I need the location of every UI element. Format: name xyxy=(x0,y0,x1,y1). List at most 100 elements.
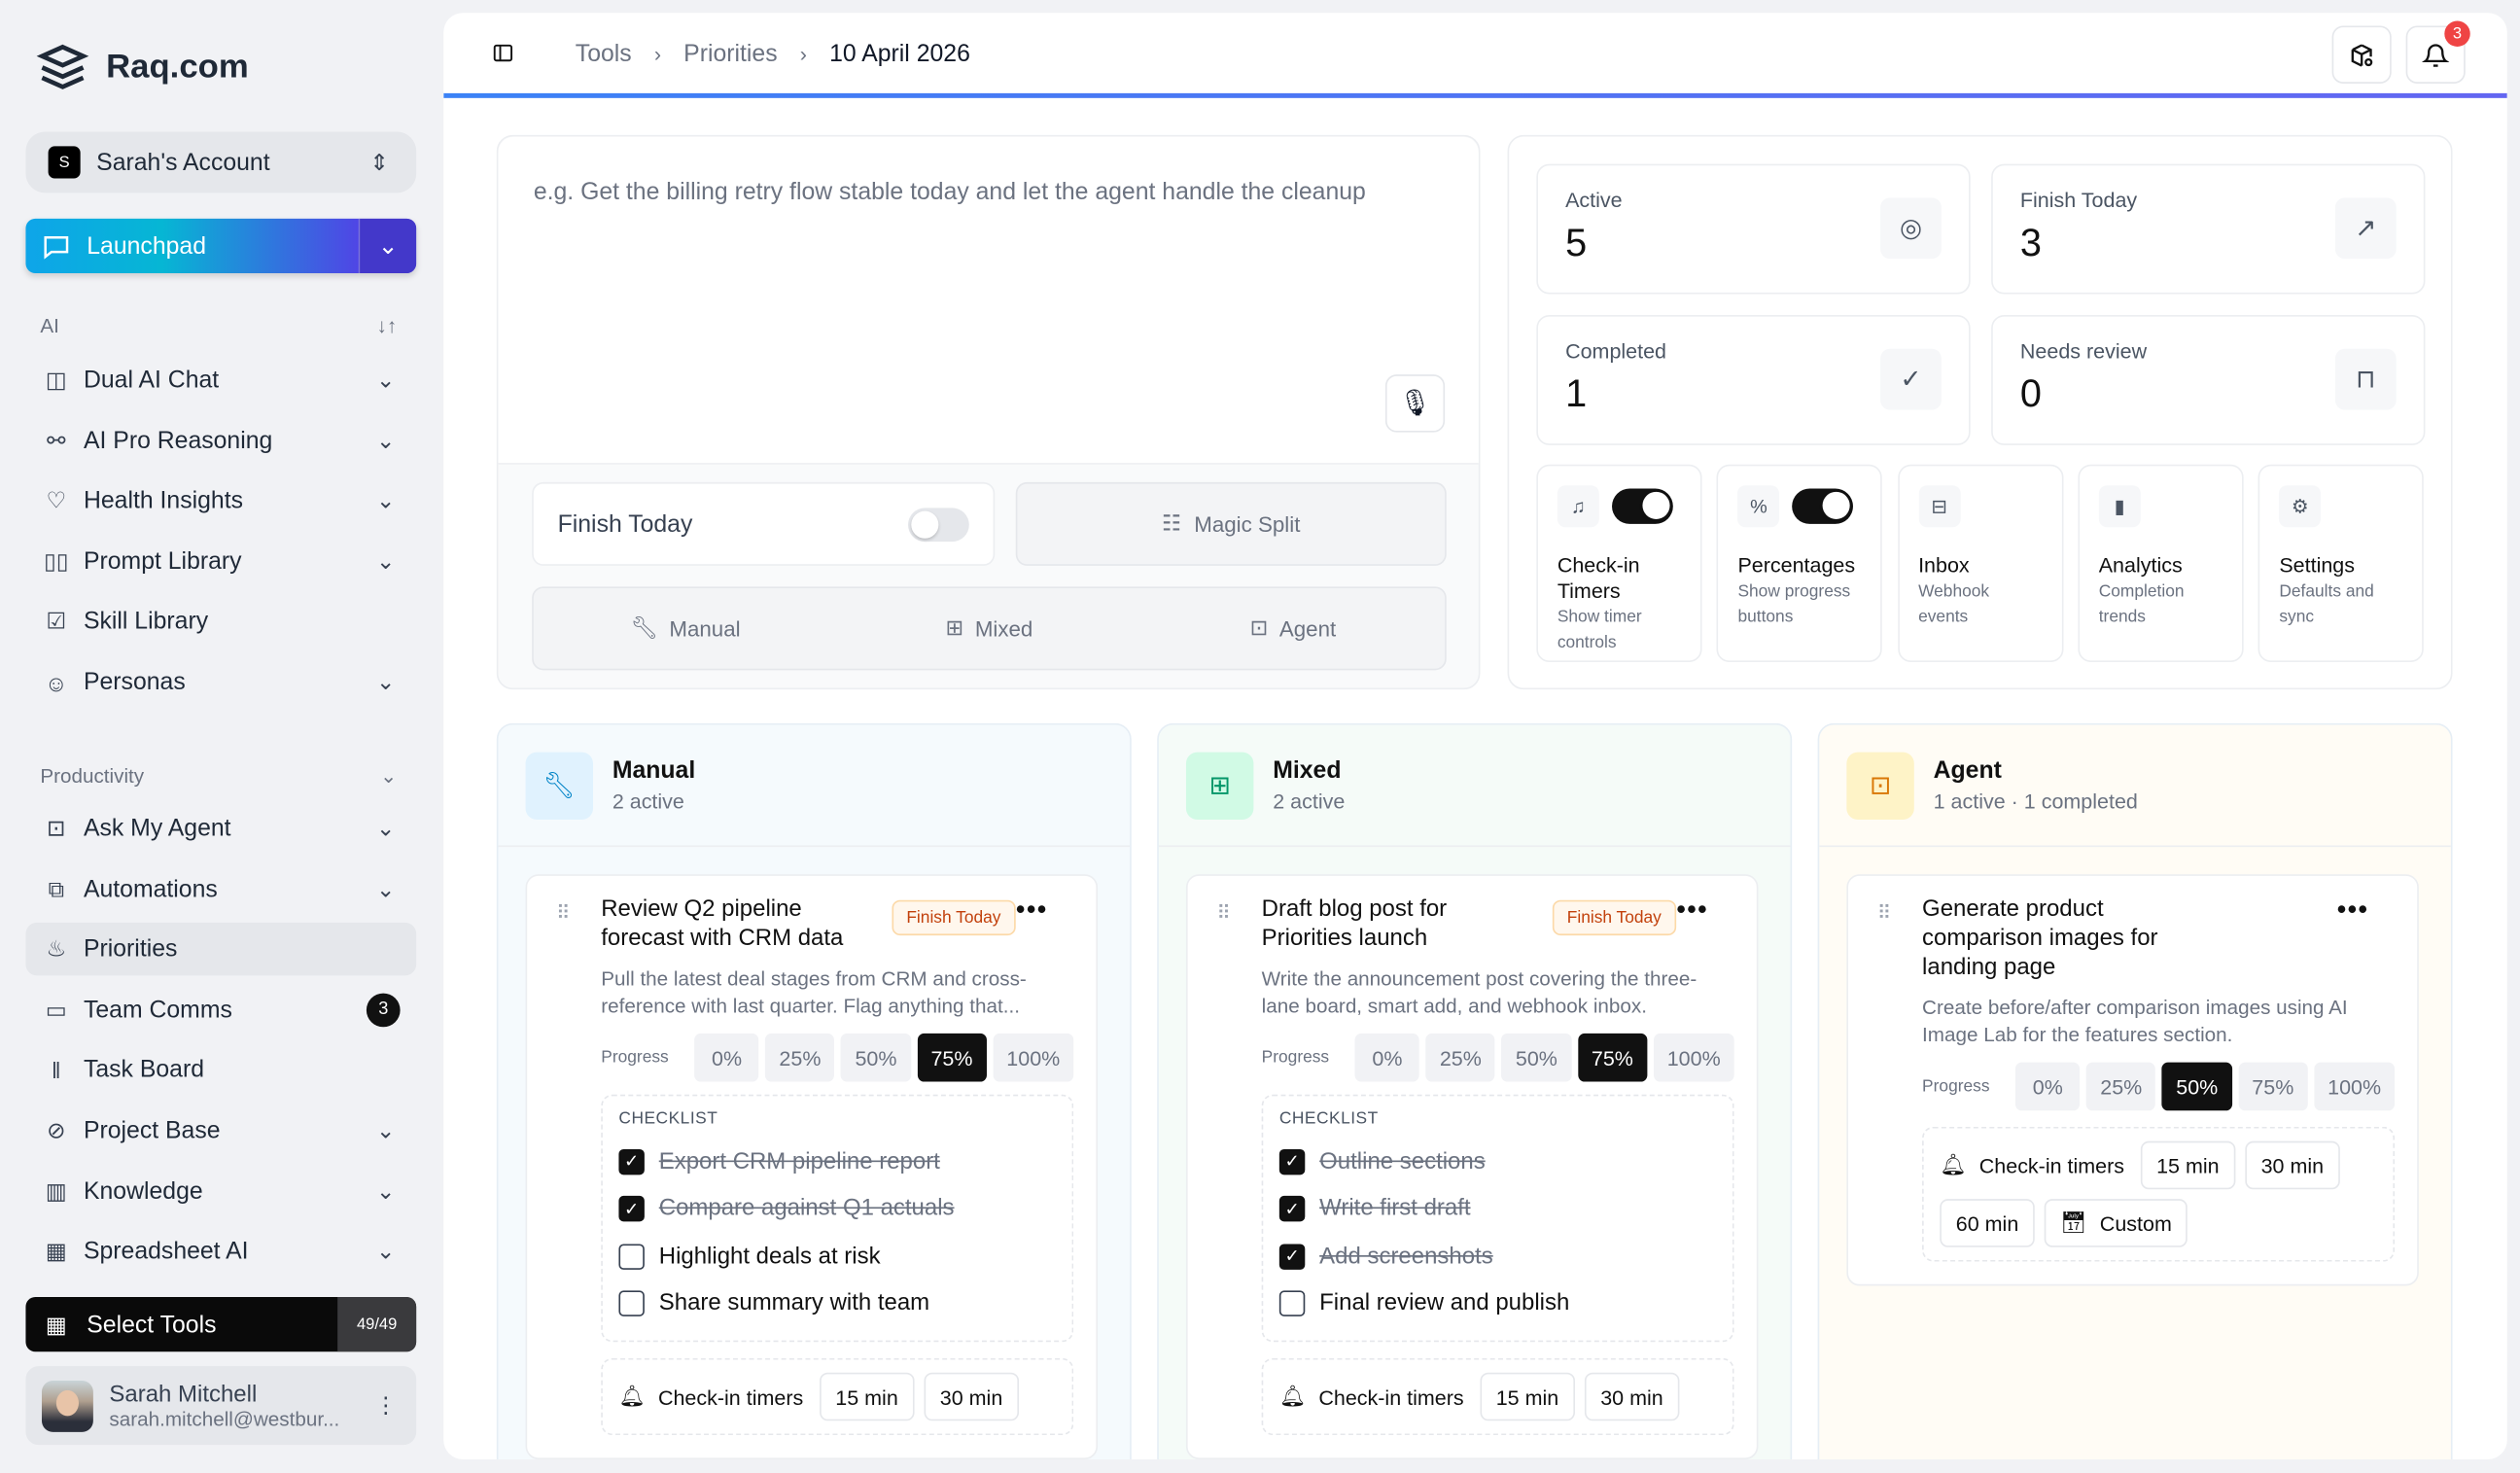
chevron-down-icon[interactable]: ⌄ xyxy=(376,547,396,574)
feature-settings[interactable]: ⚙ Settings Defaults and sync xyxy=(2258,464,2425,663)
timer-option[interactable]: 15 min xyxy=(819,1372,915,1421)
timer-option[interactable]: 60 min xyxy=(1940,1199,2035,1247)
timer-option[interactable]: 15 min xyxy=(1480,1372,1575,1421)
more-horizontal-icon[interactable]: ••• xyxy=(1016,896,1048,925)
chevron-down-icon[interactable]: ⌄ xyxy=(376,875,396,901)
progress-option-25[interactable]: 25% xyxy=(1425,1033,1496,1082)
notifications-button[interactable]: 3 xyxy=(2405,20,2470,84)
progress-option-75[interactable]: 75% xyxy=(917,1033,987,1082)
timer-option[interactable]: 30 min xyxy=(1584,1372,1680,1421)
sidebar-item-prompt-library[interactable]: ▯▯ Prompt Library ⌄ xyxy=(25,535,416,588)
breadcrumb-tools[interactable]: Tools xyxy=(575,39,632,67)
finish-today-toggle[interactable] xyxy=(907,507,969,542)
sidebar-item-task-board[interactable]: ‖ Task Board xyxy=(25,1043,416,1097)
feature-check-in-timers[interactable]: ♫ Check-in Timers Show timer controls xyxy=(1536,464,1702,663)
mode-mixed[interactable]: ⊞ Mixed xyxy=(837,588,1140,669)
package-search-button[interactable] xyxy=(2331,25,2392,84)
magic-split-button[interactable]: ☷ Magic Split xyxy=(1015,481,1447,566)
more-horizontal-icon[interactable]: ••• xyxy=(1676,896,1709,925)
progress-option-100[interactable]: 100% xyxy=(1653,1033,1734,1082)
progress-option-0[interactable]: 0% xyxy=(694,1033,759,1082)
checkbox[interactable] xyxy=(1278,1290,1306,1317)
checklist-item[interactable]: ✓ Write first draft xyxy=(1278,1185,1717,1233)
task-card[interactable]: ⠿ Draft blog post for Priorities launch Fi… xyxy=(1185,874,1759,1459)
checklist-item[interactable]: ✓ Add screenshots xyxy=(1278,1233,1717,1280)
chevron-down-icon[interactable]: ⌄ xyxy=(376,1177,396,1204)
sidebar-item-health-insights[interactable]: ♡ Health Insights ⌄ xyxy=(25,474,416,528)
timer-option[interactable]: 30 min xyxy=(2245,1140,2340,1190)
sidebar-item-dual-ai-chat[interactable]: ◫ Dual AI Chat ⌄ xyxy=(25,354,416,407)
user-profile[interactable]: Sarah Mitchell sarah.mitchell@westbur... … xyxy=(25,1366,417,1446)
launchpad-dropdown[interactable]: ⌄ xyxy=(358,218,417,274)
checkbox[interactable]: ✓ xyxy=(1278,1244,1306,1270)
sidebar-item-skill-library[interactable]: ☑ Skill Library xyxy=(25,595,416,649)
launchpad-button[interactable]: Launchpad ⌄ xyxy=(25,218,417,274)
feature-percentages[interactable]: % Percentages Show progress buttons xyxy=(1716,464,1883,663)
more-horizontal-icon[interactable]: ••• xyxy=(2336,896,2369,925)
task-card[interactable]: ⠿ Review Q2 pipeline forecast with CRM da… xyxy=(525,874,1099,1459)
feature-toggle[interactable] xyxy=(1792,488,1854,524)
microphone-button[interactable]: 🎙︎ xyxy=(1384,374,1446,433)
progress-option-50[interactable]: 50% xyxy=(2162,1062,2232,1111)
checklist-item[interactable]: Highlight deals at risk xyxy=(618,1233,1056,1280)
progress-option-75[interactable]: 75% xyxy=(2238,1062,2308,1111)
mode-manual[interactable]: 🔧︎ Manual xyxy=(534,588,837,669)
chevron-down-icon[interactable]: ⌄ xyxy=(376,1238,396,1264)
sidebar-toggle-icon[interactable] xyxy=(489,39,518,68)
checklist-item[interactable]: ✓ Outline sections xyxy=(1278,1138,1717,1185)
drag-handle-icon[interactable]: ⠿ xyxy=(1216,901,1230,925)
progress-option-50[interactable]: 50% xyxy=(1501,1033,1572,1082)
checkbox[interactable]: ✓ xyxy=(618,1148,645,1175)
feature-toggle[interactable] xyxy=(1612,488,1673,524)
chevron-down-icon[interactable]: ⌄ xyxy=(376,487,396,513)
progress-option-0[interactable]: 0% xyxy=(1354,1033,1420,1082)
checkbox[interactable]: ✓ xyxy=(618,1196,645,1222)
breadcrumb-priorities[interactable]: Priorities xyxy=(683,39,778,67)
checkbox[interactable] xyxy=(618,1290,645,1317)
sidebar-item-ask-my-agent[interactable]: ⊡ Ask My Agent ⌄ xyxy=(25,802,416,856)
checkbox[interactable] xyxy=(618,1244,645,1270)
sidebar-item-automations[interactable]: ⧉ Automations ⌄ xyxy=(25,862,416,916)
section-productivity[interactable]: Productivity ⌄ xyxy=(40,763,397,788)
account-switcher[interactable]: S Sarah's Account ⇕ xyxy=(25,131,417,193)
task-card[interactable]: ⠿ Generate product comparison images for … xyxy=(1846,874,2419,1286)
finish-today-toggle-row[interactable]: Finish Today xyxy=(532,481,996,566)
checklist-item[interactable]: Share summary with team xyxy=(618,1280,1056,1328)
feature-analytics[interactable]: ▮ Analytics Completion trends xyxy=(2078,464,2244,663)
drag-handle-icon[interactable]: ⠿ xyxy=(1876,901,1891,925)
more-vertical-icon[interactable]: ⋮ xyxy=(374,1391,398,1418)
progress-option-100[interactable]: 100% xyxy=(2314,1062,2396,1111)
brand-logo[interactable]: Raq.com xyxy=(35,40,249,94)
checklist-item[interactable]: ✓ Export CRM pipeline report xyxy=(618,1138,1056,1185)
progress-option-25[interactable]: 25% xyxy=(765,1033,835,1082)
sidebar-item-priorities[interactable]: ♨ Priorities xyxy=(25,923,417,976)
feature-inbox[interactable]: ⊟ Inbox Webhook events xyxy=(1897,464,2063,663)
select-tools-button[interactable]: ▦ Select Tools 49/49 xyxy=(25,1297,417,1352)
chevron-down-icon[interactable]: ⌄ xyxy=(376,668,396,695)
checkbox[interactable]: ✓ xyxy=(1278,1196,1306,1222)
sidebar-item-personas[interactable]: ☺ Personas ⌄ xyxy=(25,655,416,709)
checklist-item[interactable]: Final review and publish xyxy=(1278,1280,1717,1328)
sort-icon[interactable]: ↓↑ xyxy=(376,314,398,338)
checklist-item[interactable]: ✓ Compare against Q1 actuals xyxy=(618,1185,1056,1233)
sidebar-item-spreadsheet-ai[interactable]: ▦ Spreadsheet AI ⌄ xyxy=(25,1225,416,1279)
task-input[interactable]: e.g. Get the billing retry flow stable t… xyxy=(498,136,1479,465)
timer-option[interactable]: 15 min xyxy=(2140,1140,2236,1190)
timer-option[interactable]: 30 min xyxy=(924,1372,1019,1421)
chevron-down-icon[interactable]: ⌄ xyxy=(376,815,396,841)
progress-option-100[interactable]: 100% xyxy=(993,1033,1074,1082)
progress-option-25[interactable]: 25% xyxy=(2086,1062,2156,1111)
sidebar-item-ai-pro-reasoning[interactable]: ⚯ AI Pro Reasoning ⌄ xyxy=(25,414,416,468)
timer-custom-button[interactable]: 📅︎ Custom xyxy=(2044,1199,2188,1247)
checkbox[interactable]: ✓ xyxy=(1278,1148,1306,1175)
mode-agent[interactable]: ⊡ Agent xyxy=(1141,588,1445,669)
progress-option-75[interactable]: 75% xyxy=(1577,1033,1648,1082)
sidebar-item-knowledge[interactable]: ▥ Knowledge ⌄ xyxy=(25,1165,416,1218)
chevron-down-icon[interactable]: ⌄ xyxy=(376,366,396,393)
chevron-down-icon[interactable]: ⌄ xyxy=(376,1116,396,1143)
drag-handle-icon[interactable]: ⠿ xyxy=(555,901,570,925)
progress-option-50[interactable]: 50% xyxy=(841,1033,911,1082)
sidebar-item-project-base[interactable]: ⊘ Project Base ⌄ xyxy=(25,1105,416,1158)
chevron-down-icon[interactable]: ⌄ xyxy=(376,427,396,453)
progress-option-0[interactable]: 0% xyxy=(2015,1062,2081,1111)
